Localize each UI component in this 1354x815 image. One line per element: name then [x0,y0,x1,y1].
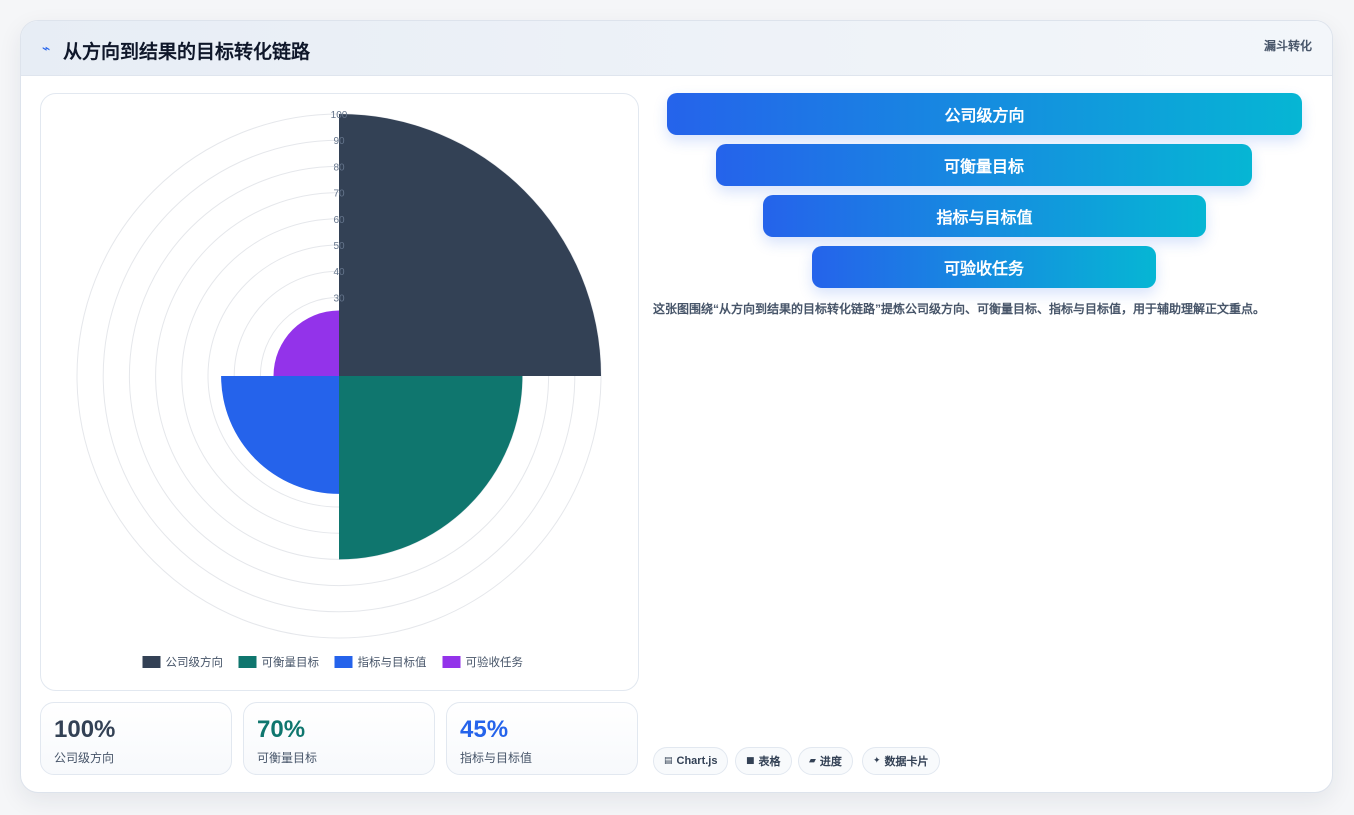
r-tick-label: 70 [333,189,345,200]
r-tick-label: 90 [333,136,345,147]
r-tick-label: 30 [333,293,345,304]
legend-item[interactable]: 指标与目标值 [334,655,427,669]
chart-type-tag: 漏斗转化 [1263,39,1312,53]
chip-label: 表格 [758,756,781,768]
legend-swatch [334,656,353,668]
card-icon: ✦ [873,756,881,766]
pulse-icon: ⌁ [42,41,51,57]
legend-item[interactable]: 可验收任务 [442,655,524,669]
kpi-card: 70% 可衡量目标 [243,702,435,775]
r-tick-label: 60 [333,215,345,226]
r-tick-label: 50 [333,241,345,252]
legend-label: 公司级方向 [166,655,224,669]
r-tick-label: 80 [333,162,345,173]
chart-description: 这张图围绕“从方向到结果的目标转化链路”提炼公司级方向、可衡量目标、指标与目标值… [653,302,1266,316]
kpi-label: 可衡量目标 [257,751,318,765]
kpi-value: 70% [257,716,306,743]
chip-label: 进度 [819,756,842,768]
polar-area-chart: 30 40 50 60 70 80 90 100 公司级方向 可衡量目标 指标与目标值 可验收任务 [76,110,602,669]
polar-sector-2[interactable] [339,376,523,560]
card-header: ⌁ 从方向到结果的目标转化链路 漏斗转化 [21,21,1332,76]
page-title: 从方向到结果的目标转化链路 [63,42,311,63]
r-tick-label: 100 [331,110,348,121]
chip-label: 数据卡片 [884,756,929,768]
table-icon: ■ [746,756,755,766]
r-tick-label: 40 [333,267,345,278]
legend-swatch [142,656,161,668]
funnel-step: 公司级方向 [667,93,1302,135]
chip-table[interactable]: ■ 表格 [735,747,792,775]
legend-swatch [238,656,257,668]
funnel-step: 可衡量目标 [716,144,1252,186]
main-card: ⌁ 从方向到结果的目标转化链路 漏斗转化 30 40 50 60 70 80 90 100 公司… [20,20,1333,793]
legend-label: 可验收任务 [466,655,524,669]
legend-label: 指标与目标值 [358,655,427,669]
kpi-card: 100% 公司级方向 [40,702,232,775]
kpi-value: 45% [460,716,509,743]
legend-item[interactable]: 公司级方向 [142,655,224,669]
funnel-step: 可验收任务 [812,246,1156,288]
polar-sector-3[interactable] [221,376,339,494]
legend-swatch [442,656,461,668]
chart-icon: ▤ [664,756,673,766]
polar-chart-panel: 30 40 50 60 70 80 90 100 公司级方向 可衡量目标 指标与目标值 可验收任务 [40,93,639,691]
polar-sector-4[interactable] [273,310,340,377]
funnel-step: 指标与目标值 [763,195,1206,237]
kpi-value: 100% [54,716,116,743]
legend-label: 可衡量目标 [262,656,320,669]
legend-item[interactable]: 可衡量目标 [238,656,320,669]
progress-icon: ▰ [809,756,816,766]
chip-progress[interactable]: ▰ 进度 [798,747,853,775]
chip-label: Chart.js [676,755,718,767]
kpi-card: 45% 指标与目标值 [446,702,638,775]
chip-data-card[interactable]: ✦ 数据卡片 [862,747,940,775]
chip-chartjs[interactable]: ▤ Chart.js [653,747,729,775]
polar-sector-1[interactable] [339,114,601,376]
kpi-label: 指标与目标值 [460,751,533,765]
kpi-label: 公司级方向 [54,751,115,765]
